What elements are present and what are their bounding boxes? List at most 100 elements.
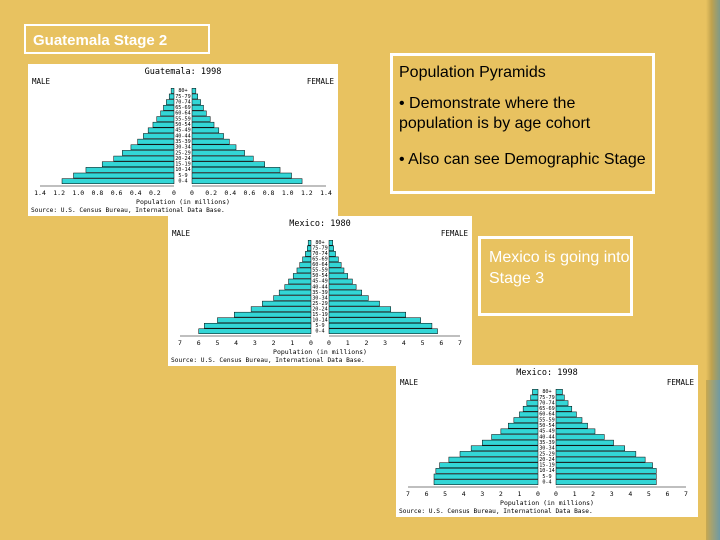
mexico-1980-x-tick: 3 — [383, 339, 387, 347]
guatemala-1998-x-tick: 1.2 — [53, 189, 65, 197]
population-pyramids-box: Population Pyramids • Demonstrate where … — [390, 53, 655, 194]
guatemala-1998-bar-male — [137, 138, 175, 145]
mexico-1998-bar-female — [555, 422, 588, 429]
mexico-1980-age-label: 0-4 — [315, 329, 324, 335]
mexico-1998-bar-male — [508, 422, 539, 429]
mexico-1998-bar-male — [522, 405, 539, 412]
guatemala-1998-x-tick: 1.2 — [301, 189, 313, 197]
guatemala-1998-age-label: 30-34 — [175, 145, 191, 151]
guatemala-1998-age-label: 80+ — [178, 88, 187, 94]
mexico-1998-age-label: 60-64 — [539, 412, 555, 418]
guatemala-1998-x-tick: 0 — [172, 189, 176, 197]
mexico-1998-bar-male — [435, 468, 539, 474]
mexico-1980-bar-female — [328, 317, 421, 323]
mexico-1980-bar-female — [328, 262, 342, 268]
mexico-1998-age-label: 70-74 — [539, 400, 555, 406]
mexico-1998-bar-female — [555, 394, 565, 401]
mexico-1980-title: Mexico: 1980 — [289, 219, 350, 229]
guatemala-1998-bar-female — [191, 138, 230, 145]
guatemala-1998-bar-male — [113, 155, 175, 162]
guatemala-1998-female-label: FEMALE — [307, 77, 335, 86]
bullet-demographic-stage: • Also can see Demographic Stage — [399, 151, 646, 168]
guatemala-1998-age-label: 50-54 — [175, 122, 191, 128]
guatemala-1998-xlabel: Population (in millions) — [136, 198, 230, 206]
guatemala-1998-x-tick: 1.0 — [282, 189, 294, 197]
mexico-1980-x-tick: 1 — [290, 339, 294, 347]
mexico-1980-x-tick: 2 — [364, 339, 368, 347]
guatemala-1998-bar-female — [191, 172, 292, 179]
guatemala-1998-bar-male — [73, 172, 175, 179]
mexico-1980-age-label: 5-9 — [315, 323, 324, 329]
guatemala-1998-age-label: 25-29 — [175, 150, 191, 156]
mexico-1998-bar-female — [555, 428, 596, 435]
mexico-1998-bar-male — [433, 479, 539, 485]
mexico-1980-x-tick: 2 — [272, 339, 276, 347]
mexico-1998-bar-female — [555, 400, 569, 406]
guatemala-1998-bar-female — [191, 93, 198, 100]
mexico-1980-female-label: FEMALE — [441, 229, 469, 238]
guatemala-1998-x-tick: 1.0 — [72, 189, 84, 197]
guatemala-1998-bar-male — [130, 144, 175, 151]
guatemala-1998-age-label: 5-9 — [178, 173, 187, 179]
guatemala-1998-age-label: 40-44 — [175, 133, 191, 139]
mexico-1980-x-tick: 0 — [327, 339, 331, 347]
pyramid-mexico-1980: Mexico: 1980 MALE FEMALE 80+ 75-79 70-74 65-69… — [168, 216, 472, 366]
mexico-1980-age-label: 45-49 — [312, 279, 328, 285]
mexico-1998-bar-male — [439, 462, 539, 469]
guatemala-1998-bar-female — [191, 121, 215, 128]
guatemala-1998-age-label: 60-64 — [175, 111, 191, 117]
guatemala-1998-bar-female — [191, 150, 245, 156]
mexico-1998-bar-male — [526, 400, 539, 406]
mexico-1980-age-label: 30-34 — [312, 295, 328, 301]
mexico-1998-bar-male — [448, 456, 539, 463]
mexico-1980-x-tick: 1 — [346, 339, 350, 347]
mexico-1998-xlabel: Population (in millions) — [500, 499, 594, 507]
mexico-1998-bar-male — [532, 389, 539, 395]
mexico-1998-bar-female — [555, 434, 605, 440]
mexico-1980-bar-female — [328, 284, 357, 290]
mexico-1980-x-tick: 6 — [439, 339, 443, 347]
mexico-1980-bar-female — [328, 306, 392, 312]
guatemala-1998-title: Guatemala: 1998 — [145, 67, 222, 77]
guatemala-1998-age-label: 75-79 — [175, 94, 191, 100]
mexico-1980-x-tick: 5 — [215, 339, 219, 347]
guatemala-1998-x-tick: 1.4 — [34, 189, 46, 197]
mexico-1980-bar-male — [234, 311, 312, 318]
mexico-1980-xlabel: Population (in millions) — [273, 348, 367, 356]
guatemala-1998-bar-male — [160, 110, 175, 117]
mexico-1980-source: Source: U.S. Census Bureau, Internationa… — [171, 357, 365, 364]
mexico-1980-bar-male — [250, 306, 312, 312]
mexico-1980-bar-female — [328, 273, 348, 279]
mexico-1998-age-label: 45-49 — [539, 429, 555, 435]
guatemala-1998-x-tick: 0.4 — [224, 189, 236, 197]
pyramid-guatemala-1998-svg: Guatemala: 1998 MALE FEMALE 80+75-7970-7465… — [31, 67, 335, 214]
mexico-1980-age-label: 25-29 — [312, 301, 328, 307]
mexico-1998-bar-male — [459, 451, 539, 457]
guatemala-1998-bar-male — [166, 99, 175, 105]
mexico-1980-bar-male — [262, 300, 312, 307]
mexico-1980-age-label: 65-69 — [312, 257, 328, 263]
guatemala-1998-bar-female — [191, 133, 224, 139]
mexico-1998-bar-male — [500, 428, 539, 435]
mexico-1998-x-tick: 4 — [462, 490, 466, 498]
mexico-1998-x-tick: 2 — [591, 490, 595, 498]
mexico-1998-age-label: 65-69 — [539, 406, 555, 412]
mexico-1998-bar-male — [433, 473, 539, 480]
guatemala-1998-bar-male — [101, 161, 175, 168]
guatemala-1998-x-tick: 0.6 — [244, 189, 256, 197]
slide-title-box: Guatemala Stage 2 — [24, 24, 210, 54]
mexico-1998-bar-female — [555, 456, 646, 463]
mexico-1980-bar-female — [328, 289, 362, 296]
guatemala-1998-bar-male — [143, 133, 175, 139]
guatemala-1998-x-tick: 0.2 — [205, 189, 217, 197]
guatemala-1998-bar-female — [191, 127, 220, 134]
mexico-1998-x-tick: 1 — [573, 490, 577, 498]
mexico-1980-bar-male — [307, 245, 312, 252]
mexico-1998-bar-female — [555, 439, 614, 446]
guatemala-1998-x-tick: 0.8 — [263, 189, 275, 197]
mexico-1998-bar-male — [519, 411, 539, 418]
mexico-1998-age-label: 5-9 — [542, 474, 551, 480]
mexico-1980-x-tick: 5 — [421, 339, 425, 347]
guatemala-1998-age-label: 35-39 — [175, 139, 191, 145]
mexico-1980-age-label: 55-59 — [312, 268, 328, 274]
